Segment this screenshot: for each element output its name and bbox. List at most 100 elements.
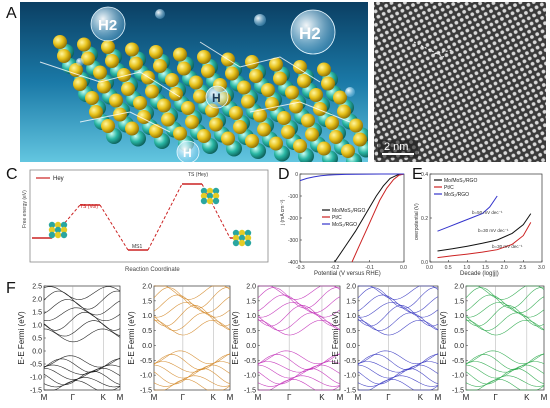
lattice-sulfur-atom	[73, 77, 87, 91]
band-line	[43, 290, 121, 310]
d-ytick-label: -100	[288, 194, 298, 200]
f-ylabel: E-E Fermi (eV)	[231, 311, 240, 365]
band-line	[257, 364, 341, 379]
e-series-line-2	[437, 195, 498, 232]
f-ytick-label: 0.0	[246, 343, 256, 350]
lattice-sulfur-atom	[97, 79, 111, 94]
band-line	[257, 312, 341, 331]
f-ytick-label: -0.5	[30, 362, 42, 369]
lattice-sulfur-atom	[101, 119, 115, 133]
f-kpoint-label: M	[151, 393, 158, 402]
f-ytick-label: 1.0	[142, 313, 152, 320]
molecule-atom	[200, 192, 208, 200]
lattice-sulfur-atom	[149, 124, 163, 138]
band-line	[153, 368, 231, 385]
molecule-atom	[60, 226, 68, 234]
lattice-sulfur-atom	[281, 125, 295, 139]
f-kpoint-label: M	[541, 393, 548, 402]
band-line	[154, 285, 231, 300]
f-ylabel: E-E Fermi (eV)	[17, 311, 26, 365]
c-ts-vol: TS (Vol)	[80, 204, 98, 210]
lattice-sulfur-atom	[349, 118, 363, 133]
c-legend-label: Hey	[53, 176, 64, 182]
panel-d-polarization-chart: j (mA cm⁻²) Potential (V versus RHE) -0.…	[278, 170, 410, 278]
band-structure-row: 2.5 2.0 1.5 1.0 0.5 0.0 -0.5 -1.0 -1.5 E-E Fermi …	[17, 284, 548, 403]
lattice-sulfur-atom	[269, 136, 283, 151]
f-ytick-label: -1.0	[452, 373, 464, 380]
lattice-sulfur-atom	[285, 85, 299, 100]
panel-a-illustration: H2 H2 H H	[20, 2, 368, 162]
band-line	[257, 361, 341, 373]
f-kpoint-label: Γ	[386, 393, 391, 402]
f-kpoint-label: K	[211, 393, 217, 402]
f-ytick-label: 0.5	[346, 328, 356, 335]
e-xtick-label: 0.0	[426, 265, 433, 271]
band-line	[357, 304, 439, 327]
molecule-atom	[212, 197, 220, 205]
f-kpoint-label: M	[435, 393, 442, 402]
lattice-sulfur-atom	[297, 74, 311, 88]
band-line	[465, 294, 545, 314]
d-xtick-label: -0.3	[296, 265, 305, 271]
e-ytick-label: 0.2	[421, 216, 428, 222]
d-xtick-label: 0.0	[400, 265, 407, 271]
f-ytick-label: -1.0	[344, 373, 356, 380]
panel-label-f: F	[6, 280, 16, 297]
energy-connector-2	[147, 183, 183, 251]
molecule-atom	[60, 221, 68, 229]
band-line	[257, 304, 341, 327]
energy-levels	[32, 183, 250, 251]
f-ytick-label: -1.5	[30, 388, 42, 395]
molecule-atom	[206, 197, 214, 205]
lattice-sulfur-atom	[277, 111, 291, 125]
energy-streak	[39, 61, 181, 98]
f-ytick-label: -0.5	[344, 358, 356, 365]
band-line	[43, 364, 121, 375]
f-ytick-label: -1.5	[244, 388, 256, 395]
band-line	[153, 364, 231, 379]
bubble-label-h-mid: H	[212, 91, 221, 105]
mos2-lattice-illustration: H2 H2 H H	[20, 2, 368, 162]
d-plot-frame	[299, 173, 405, 263]
lattice-sulfur-atom	[257, 122, 271, 137]
band-line	[466, 378, 545, 391]
band-line	[153, 287, 231, 309]
band-line	[358, 285, 439, 300]
molecule-atom	[244, 234, 252, 242]
panel-label-e: E	[412, 166, 423, 183]
e-xtick-label: 1.5	[482, 265, 489, 271]
e-ytick-label: 0.4	[421, 172, 428, 178]
band-line	[43, 311, 121, 331]
band-line	[465, 287, 545, 309]
d-xtick-label: -0.1	[365, 265, 374, 271]
band-line	[257, 302, 341, 318]
lattice-sulfur-atom	[293, 139, 307, 153]
f-kpoint-label: M	[355, 393, 362, 402]
band-line	[357, 368, 439, 385]
e-legend-label-2: MoS₂/RGO	[444, 192, 469, 198]
band-structure-panel-2: 2.0 1.5 1.0 0.5 0.0 -0.5 -1.0 -1.5 E-E Fermi (eV…	[231, 284, 344, 403]
f-ytick-label: 0.0	[32, 349, 42, 356]
e-xlabel: Decade (log|j|)	[460, 271, 499, 277]
f-ytick-label: 0.0	[346, 343, 356, 350]
band-line	[43, 377, 121, 388]
lattice-sulfur-atom	[289, 99, 303, 114]
lattice-sulfur-atom	[153, 59, 167, 73]
band-line	[466, 285, 545, 300]
lattice-sulfur-atom	[173, 126, 187, 141]
lattice-sulfur-atom	[85, 91, 99, 105]
band-structure-panel-1: 2.0 1.5 1.0 0.5 0.0 -0.5 -1.0 -1.5 E-E Fermi (eV…	[127, 284, 234, 403]
d-ytick-label: 0	[295, 172, 298, 178]
d-series-line-2	[299, 173, 404, 182]
e-xtick-label: 0.5	[445, 265, 452, 271]
panel-f-band-structures: 2.5 2.0 1.5 1.0 0.5 0.0 -0.5 -1.0 -1.5 E-E Fermi …	[0, 282, 550, 408]
c-xlabel: Reaction Coordinate	[125, 267, 180, 273]
band-line	[465, 319, 545, 336]
lattice-sulfur-atom	[333, 90, 347, 105]
lattice-sulfur-atom	[189, 75, 203, 90]
band-line	[357, 312, 439, 331]
e-ylabel: overpotential (V)	[414, 203, 420, 240]
f-ytick-label: 1.0	[346, 313, 356, 320]
lattice-sulfur-atom	[121, 82, 135, 96]
molecule-atom	[48, 226, 56, 234]
